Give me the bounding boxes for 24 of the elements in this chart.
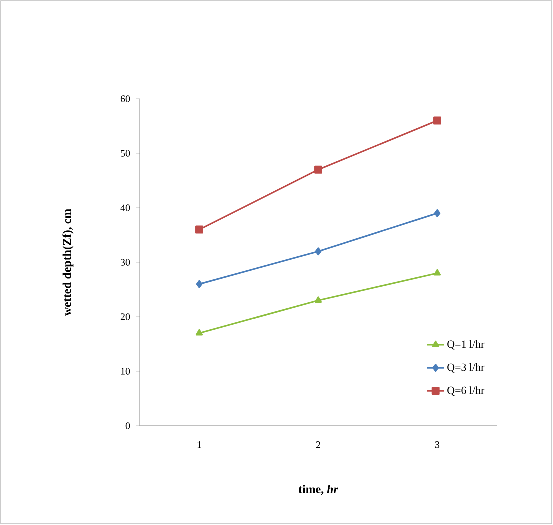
x-tick-label: 2 [316,442,320,448]
point [434,116,442,125]
y-tick-label: 0 [126,422,130,430]
legend-label: Q=3 l/hr [448,363,485,373]
y-tick-label: 50 [121,150,130,157]
x-axis-title: time, hr [298,485,338,496]
point [434,209,441,218]
point [196,280,203,288]
point [314,296,322,304]
point [434,269,442,276]
point [315,248,322,256]
y-tick-label: 60 [120,96,130,102]
y-tick-label: 40 [120,204,130,212]
legend-label: Q=6 l/hr [448,386,485,396]
point [196,226,204,234]
point [314,166,322,174]
x-tick-label: 1 [198,442,202,448]
y-tick-label: 10 [121,368,130,375]
point [196,329,204,336]
y-axis-title: wetted depth(Zf), cm [62,209,74,316]
y-tick-label: 20 [120,314,130,320]
x-tick-label: 3 [435,442,440,448]
legend-label: Q=1 l/hr [448,340,485,350]
y-tick-label: 30 [121,259,130,266]
